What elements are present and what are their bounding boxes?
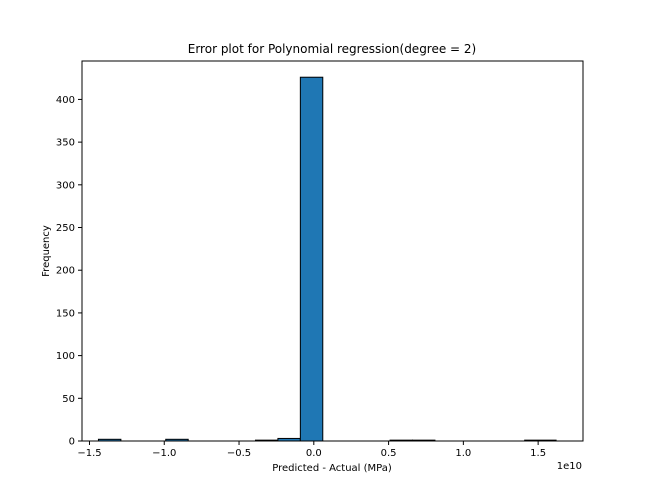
x-tick-label: −0.5: [227, 448, 251, 459]
y-tick-label: 350: [56, 138, 75, 149]
x-tick-label: 0.5: [381, 448, 397, 459]
y-tick-label: 50: [62, 394, 75, 405]
chart-title: Error plot for Polynomial regression(deg…: [188, 42, 477, 56]
y-tick-label: 100: [56, 351, 75, 362]
x-axis-ticks: −1.5 −1.0 −0.5 0.0 0.5 1.0 1.5: [77, 441, 546, 459]
y-tick-label: 250: [56, 223, 75, 234]
histogram-bar: [299, 76, 324, 442]
x-axis-offset-label: 1e10: [557, 461, 582, 472]
x-axis-label: Predicted - Actual (MPa): [272, 463, 392, 474]
y-tick-label: 0: [69, 437, 75, 448]
y-axis-ticks: 0 50 100 150 200 250 300 350 400: [56, 95, 82, 448]
x-tick-label: 1.0: [455, 448, 471, 459]
plot-frame: [81, 60, 584, 442]
x-tick-label: −1.0: [152, 448, 176, 459]
y-tick-label: 150: [56, 308, 75, 319]
x-tick-label: 0.0: [306, 448, 322, 459]
x-tick-label: −1.5: [77, 448, 101, 459]
y-axis-label: Frequency: [41, 225, 52, 277]
x-tick-label: 1.5: [530, 448, 546, 459]
y-tick-label: 400: [56, 95, 75, 106]
y-tick-label: 300: [56, 180, 75, 191]
y-tick-label: 200: [56, 266, 75, 277]
